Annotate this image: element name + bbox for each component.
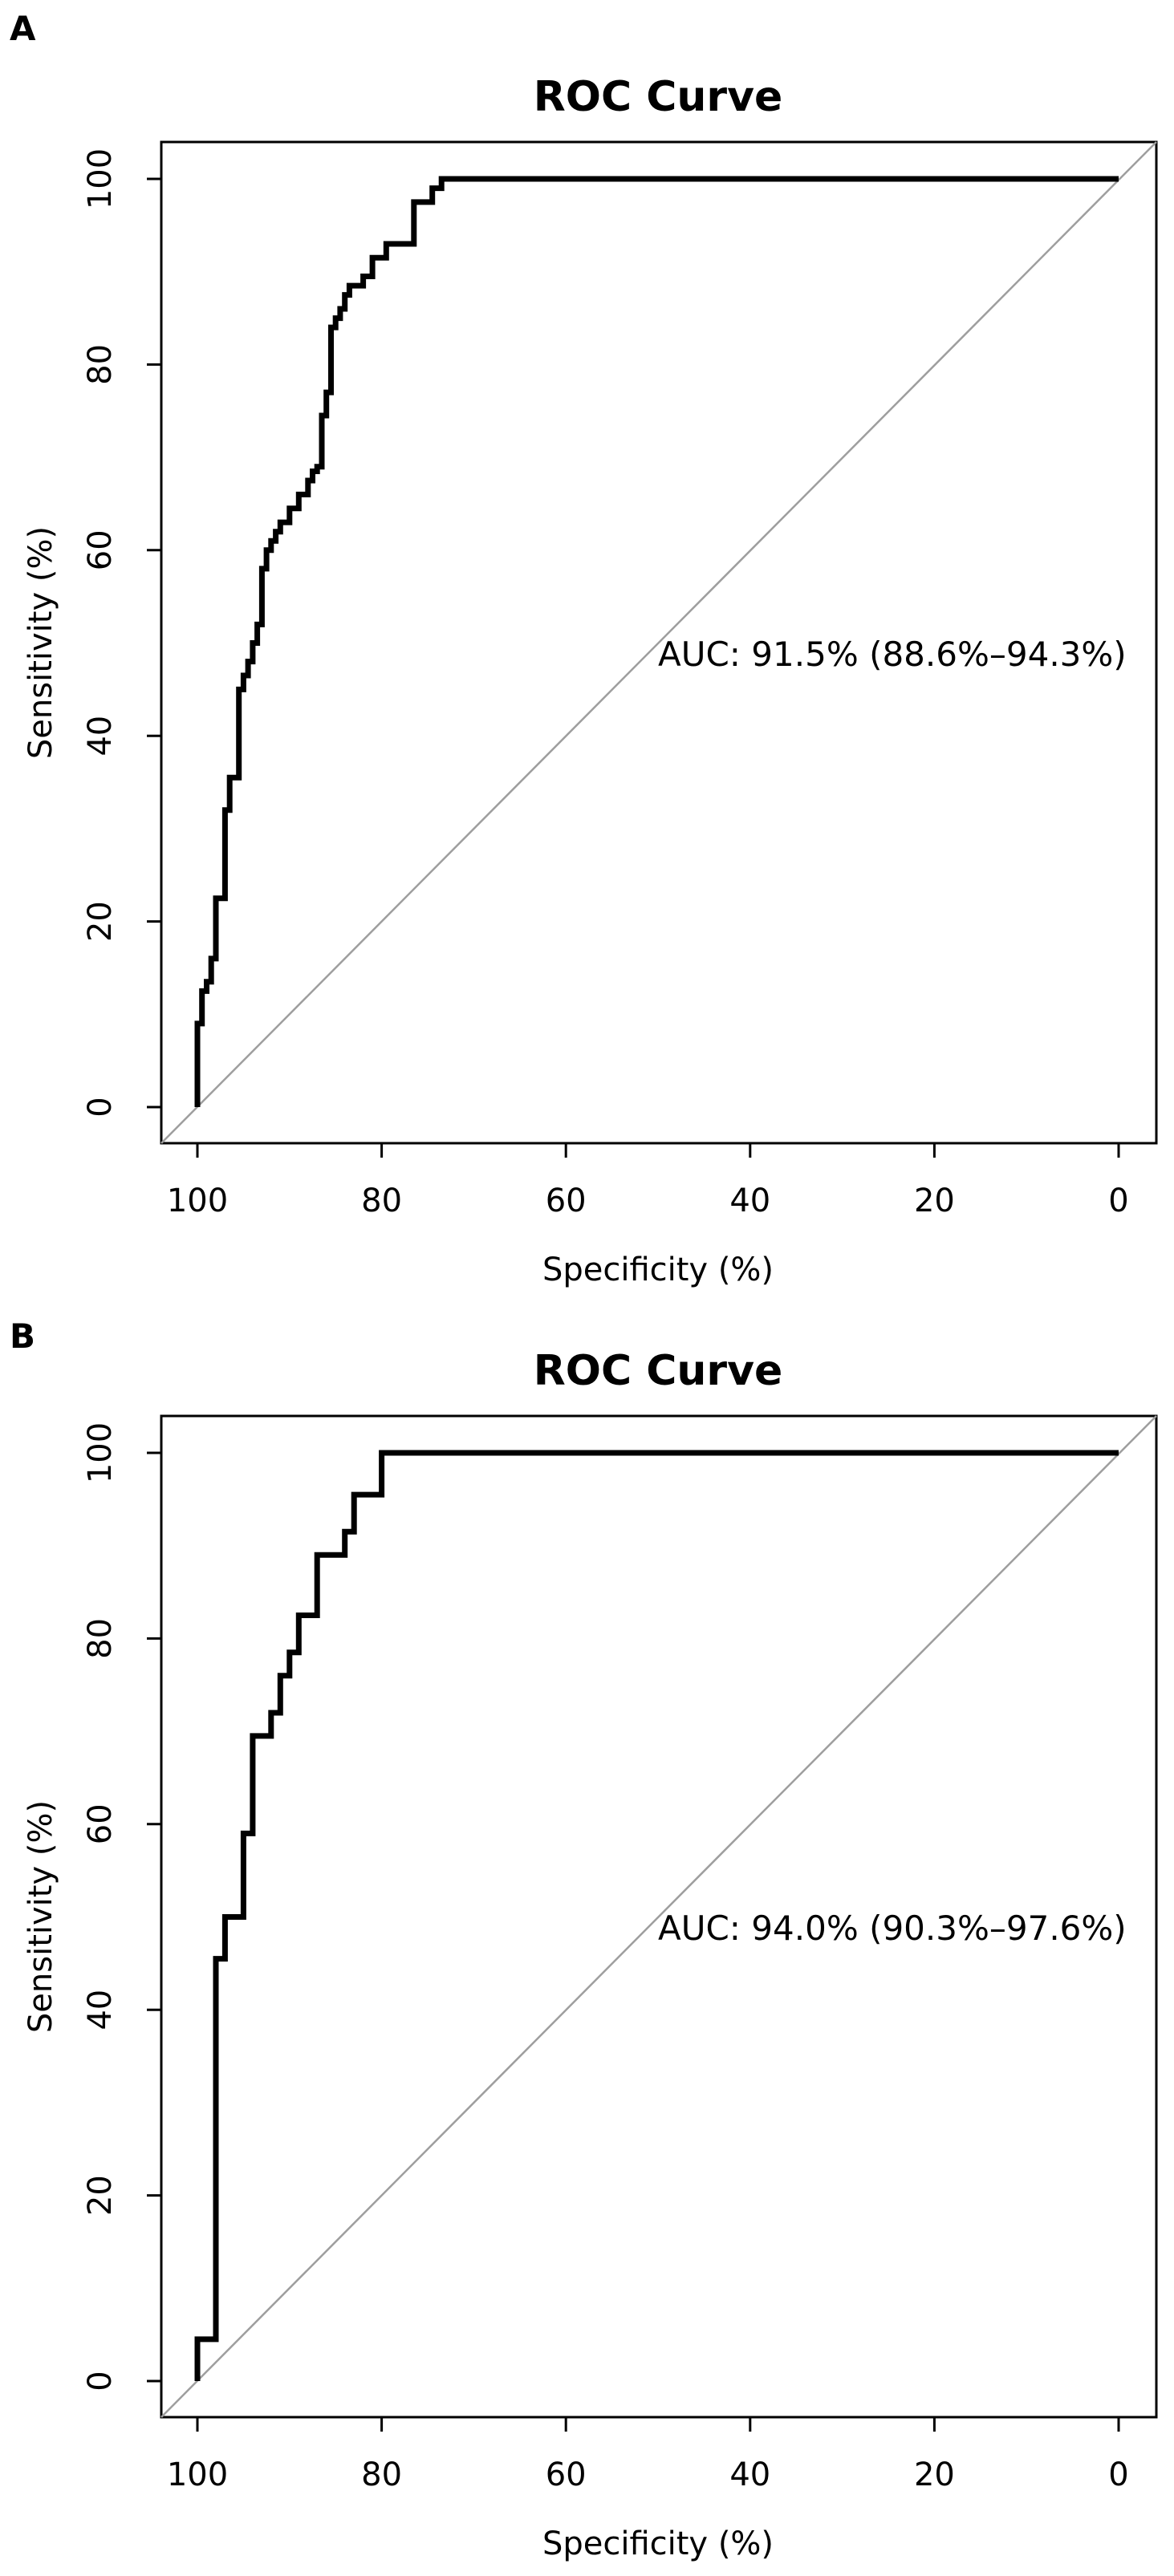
x-tick-label: 0 bbox=[1108, 1183, 1128, 1219]
roc-panel-b: B ROC Curve 100 80 60 40 20 0 0 20 40 60 80 100 Sp… bbox=[10, 1316, 1158, 2562]
panel-letter-b: B bbox=[10, 1316, 35, 1356]
y-tick-label: 60 bbox=[82, 529, 119, 570]
y-tick-label: 80 bbox=[82, 344, 119, 385]
y-axis-label: Sensitivity (%) bbox=[22, 526, 59, 759]
x-axis: 100 80 60 40 20 0 bbox=[167, 1143, 1129, 1219]
x-tick-label: 40 bbox=[729, 1183, 770, 1219]
y-tick-label: 100 bbox=[82, 148, 119, 209]
chart-title: ROC Curve bbox=[534, 73, 783, 121]
y-tick-label: 0 bbox=[82, 1097, 119, 1117]
x-tick-label: 60 bbox=[546, 2456, 587, 2493]
chart-title: ROC Curve bbox=[534, 1347, 783, 1395]
y-tick-label: 20 bbox=[82, 2175, 119, 2216]
reference-diagonal bbox=[160, 141, 1157, 1144]
x-tick-label: 0 bbox=[1108, 2456, 1128, 2493]
x-tick-label: 100 bbox=[167, 2456, 228, 2493]
y-tick-label: 0 bbox=[82, 2371, 119, 2391]
y-tick-label: 40 bbox=[82, 1990, 119, 2030]
x-tick-label: 20 bbox=[914, 1183, 955, 1219]
y-axis: 0 20 40 60 80 100 bbox=[82, 148, 161, 1118]
auc-annotation: AUC: 94.0% (90.3%–97.6%) bbox=[658, 1909, 1127, 1948]
y-tick-label: 20 bbox=[82, 901, 119, 942]
roc-curve bbox=[194, 176, 1119, 1107]
plot-frame bbox=[160, 1414, 1158, 2419]
x-tick-label: 100 bbox=[167, 1183, 228, 1219]
roc-curve bbox=[194, 1450, 1119, 2381]
y-tick-label: 100 bbox=[82, 1422, 119, 1483]
x-tick-label: 60 bbox=[546, 1183, 587, 1219]
y-tick-label: 80 bbox=[82, 1618, 119, 1659]
y-tick-label: 40 bbox=[82, 716, 119, 757]
roc-panel-a: A ROC Curve 100 80 60 40 20 0 0 20 40 60 80 100 Sp… bbox=[10, 9, 1158, 1288]
reference-diagonal bbox=[160, 1415, 1157, 2418]
y-tick-label: 60 bbox=[82, 1803, 119, 1844]
x-tick-label: 80 bbox=[361, 2456, 402, 2493]
panel-letter-a: A bbox=[10, 9, 36, 48]
auc-annotation: AUC: 91.5% (88.6%–94.3%) bbox=[658, 635, 1127, 674]
x-tick-label: 80 bbox=[361, 1183, 402, 1219]
x-tick-label: 40 bbox=[729, 2456, 770, 2493]
x-tick-label: 20 bbox=[914, 2456, 955, 2493]
y-axis-label: Sensitivity (%) bbox=[22, 1800, 59, 2033]
x-axis-label: Specificity (%) bbox=[542, 1251, 774, 1288]
plot-frame bbox=[160, 140, 1158, 1145]
x-axis-label: Specificity (%) bbox=[542, 2525, 774, 2562]
y-axis: 0 20 40 60 80 100 bbox=[82, 1422, 161, 2391]
x-axis: 100 80 60 40 20 0 bbox=[167, 2417, 1129, 2493]
